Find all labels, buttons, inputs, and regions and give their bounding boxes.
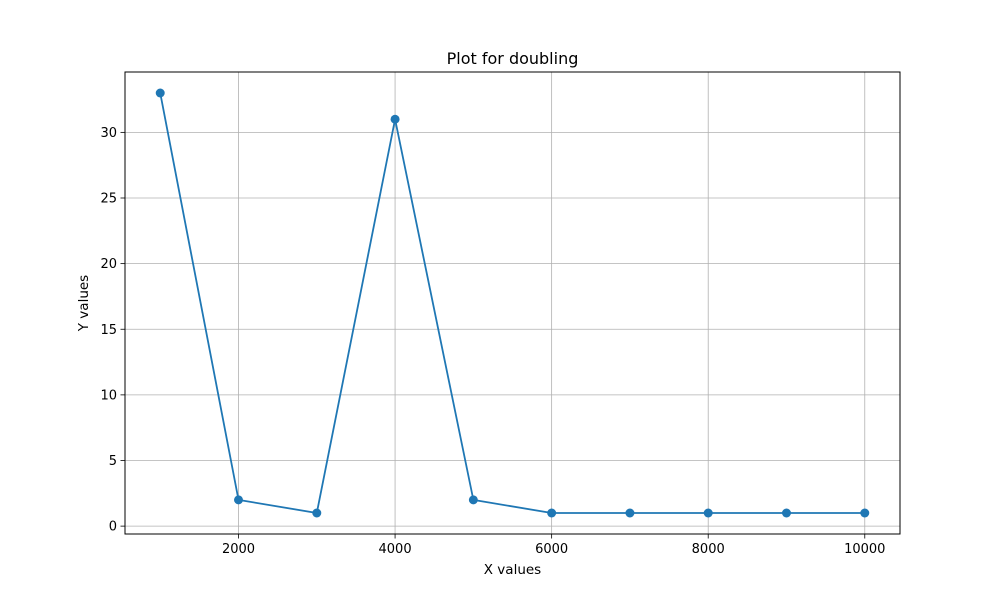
data-point (234, 495, 244, 505)
y-tick-label: 5 (109, 454, 117, 469)
series-group (155, 88, 870, 518)
plot-area (125, 72, 900, 534)
chart-title: Plot for doubling (447, 49, 579, 68)
x-axis-label: X values (484, 562, 541, 578)
data-point (468, 495, 478, 505)
series-line (159, 92, 865, 514)
plot-frame (124, 71, 901, 535)
data-point (703, 508, 713, 518)
x-tick-label: 10000 (844, 542, 885, 557)
y-axis-label: Y values (76, 275, 92, 332)
y-tick-label: 30 (100, 126, 117, 141)
x-tick-label: 4000 (379, 542, 412, 557)
data-point (781, 508, 791, 518)
y-tick-label: 20 (100, 257, 117, 272)
grid-lines (125, 72, 900, 534)
x-tick-label: 8000 (692, 542, 725, 557)
y-tick-label: 0 (109, 520, 117, 535)
x-tick-label: 6000 (535, 542, 568, 557)
x-tick-label: 2000 (222, 542, 255, 557)
data-point (860, 508, 870, 518)
y-tick-label: 15 (100, 323, 117, 338)
data-point (155, 88, 165, 98)
y-tick-label: 25 (100, 192, 117, 207)
axis-ticks: 2000 4000 6000 8000 10000 0 5 10 15 20 25 30 (100, 126, 885, 557)
data-point (312, 508, 322, 518)
data-point (390, 114, 400, 124)
data-point (625, 508, 635, 518)
y-tick-label: 10 (100, 388, 117, 403)
data-point (547, 508, 557, 518)
